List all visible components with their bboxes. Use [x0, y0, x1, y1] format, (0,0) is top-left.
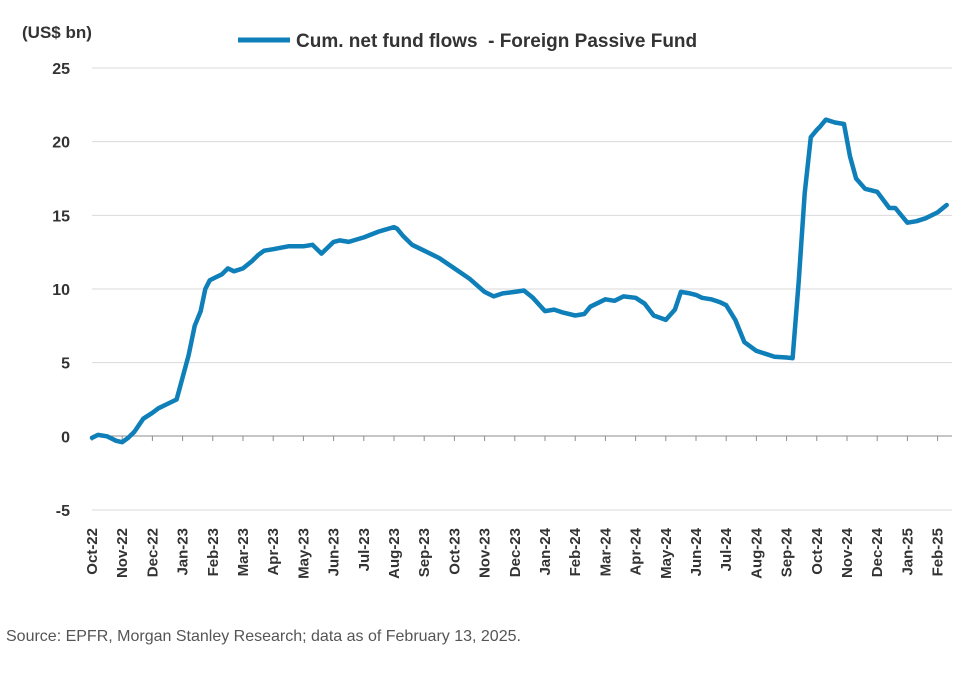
gridlines: [92, 67, 952, 511]
x-tick-label: Jun-24: [688, 527, 705, 576]
x-tick-label: May-24: [658, 527, 675, 579]
x-tick-label: Feb-23: [205, 528, 222, 576]
x-tick-label: Nov-22: [114, 528, 131, 578]
y-tick-label: 15: [52, 208, 70, 225]
x-axis: Oct-22 Nov-22 Dec-22 Jan-23 Feb-23 Mar-23 Apr-…: [84, 435, 952, 579]
series-line: [89, 117, 949, 445]
x-tick-label: Oct-23: [446, 528, 463, 575]
x-tick-label: Oct-22: [84, 528, 101, 575]
y-tick-label: 5: [61, 356, 70, 373]
source-note: Source: EPFR, Morgan Stanley Research; d…: [6, 628, 521, 645]
x-tick-label: Jan-25: [899, 528, 916, 576]
x-tick-label: Feb-24: [567, 527, 584, 576]
x-tick-label: Apr-24: [628, 527, 645, 575]
x-tick-label: Mar-24: [597, 527, 614, 576]
y-tick-label: 20: [52, 135, 70, 152]
y-tick-label: 0: [61, 429, 70, 446]
x-tick-label: Nov-23: [477, 528, 494, 578]
x-tick-label: Mar-23: [235, 528, 252, 576]
x-tick-label: Feb-25: [930, 528, 947, 576]
x-tick-label: Nov-24: [839, 527, 856, 578]
y-tick-label: 10: [52, 282, 70, 299]
x-tick-label: Jan-24: [537, 527, 554, 575]
x-tick-label: Aug-24: [748, 527, 765, 578]
x-tick-label: Sep-23: [416, 528, 433, 577]
y-axis-ticks: -5 0 5 10 15 20 25: [52, 61, 70, 520]
y-tick-label: -5: [56, 503, 70, 520]
x-tick-label: Dec-24: [869, 527, 886, 577]
legend: Cum. net fund flows - Foreign Passive Fu…: [238, 31, 697, 52]
x-tick-label: Jul-23: [356, 528, 373, 571]
legend-label: Cum. net fund flows - Foreign Passive Fu…: [296, 31, 697, 52]
y-tick-label: 25: [52, 61, 70, 78]
x-tick-label: May-23: [295, 528, 312, 579]
x-tick-label: Sep-24: [779, 527, 796, 577]
x-tick-label: Oct-24: [809, 527, 826, 574]
series-layer: [89, 117, 949, 445]
x-tick-label: Dec-22: [144, 528, 161, 577]
x-tick-label: Aug-23: [386, 528, 403, 579]
y-axis-unit-label: (US$ bn): [22, 23, 92, 42]
x-tick-label: Dec-23: [507, 528, 524, 577]
x-tick-label: Apr-23: [265, 528, 282, 576]
x-tick-label: Jan-23: [175, 528, 192, 576]
x-tick-label: Jul-24: [718, 527, 735, 571]
x-tick-label: Jun-23: [326, 528, 343, 576]
